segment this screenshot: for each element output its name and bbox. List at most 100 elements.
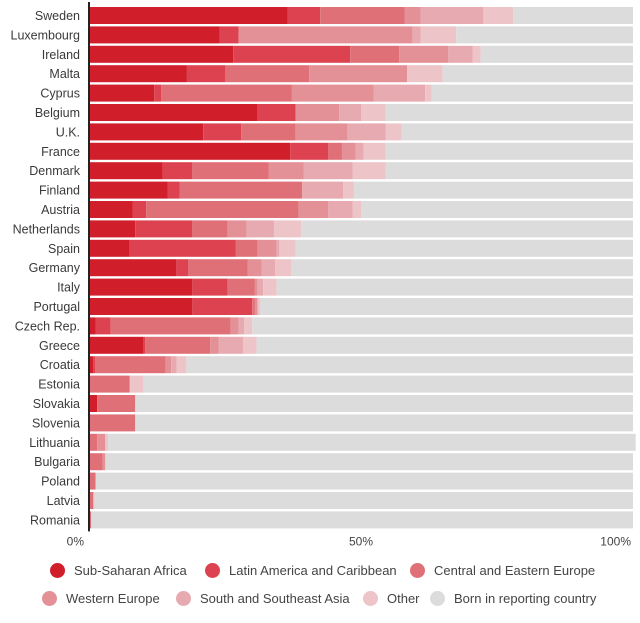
bar-segment-netherlands-south-and-southeast-asia [246,220,274,238]
bar-segment-denmark-born-in-reporting-country [385,162,633,180]
bar-segment-greece-south-and-southeast-asia [218,336,243,354]
bar-segment-austria-born-in-reporting-country [361,201,633,218]
bar-row-romania [89,511,634,529]
bar-segment-lithuania-other [105,433,109,451]
legend-label-central-and-eastern-europe: Central and Eastern Europe [434,562,596,578]
bar-row-ireland [89,45,633,63]
category-label-czech-rep: Czech Rep. [15,319,80,333]
bar-segment-spain-western-europe [257,239,277,257]
category-label-u-k: U.K. [56,125,80,139]
bar-segment-germany-other [275,259,292,277]
legend-item-central-and-eastern-europe: Central and Eastern Europe [410,559,595,581]
bar-segment-bulgaria-born-in-reporting-country [105,453,633,471]
category-label-spain: Spain [48,242,80,256]
category-label-germany: Germany [29,261,81,275]
legend-label-born-in-reporting-country: Born in reporting country [454,590,597,606]
bar-segment-austria-latin-america-and-caribbean [132,201,147,218]
bar-segment-denmark-sub-saharan-africa [89,162,163,180]
bar-segment-latvia-central-and-eastern-europe [89,492,94,509]
bar-segment-latvia-born-in-reporting-country [94,492,633,509]
legend-swatch-other [363,590,378,606]
category-label-italy: Italy [57,281,81,295]
legend-label-latin-america-and-caribbean: Latin America and Caribbean [229,562,397,578]
bar-segment-ireland-sub-saharan-africa [89,45,234,63]
bar-segment-u-k-latin-america-and-caribbean [203,123,242,141]
bar-segment-cyprus-central-and-eastern-europe [161,84,292,102]
bar-segment-netherlands-born-in-reporting-country [301,220,633,238]
bar-segment-finland-central-and-eastern-europe [179,181,303,199]
bar-row-belgium [89,104,633,121]
bar-segment-slovakia-born-in-reporting-country [135,395,634,412]
bar-row-denmark [89,162,633,180]
tick-label-50: 50% [349,534,373,548]
legend-label-sub-saharan-africa: Sub-Saharan Africa [74,562,187,578]
category-label-romania: Romania [30,513,80,527]
bars-layer [89,7,636,529]
bar-row-poland [89,472,633,490]
bar-segment-ireland-central-and-eastern-europe [350,45,400,63]
bar-segment-ireland-latin-america-and-caribbean [233,45,351,63]
bar-segment-slovenia-central-and-eastern-europe [89,414,136,432]
bar-segment-cyprus-born-in-reporting-country [431,84,633,102]
bar-segment-portugal-sub-saharan-africa [89,298,193,315]
bar-segment-finland-other [343,181,354,199]
category-label-portugal: Portugal [33,300,80,314]
bar-segment-malta-sub-saharan-africa [89,65,187,83]
bar-segment-belgium-south-and-southeast-asia [339,104,361,121]
category-label-finland: Finland [39,184,80,198]
bar-segment-croatia-sub-saharan-africa [89,356,94,374]
legend-row-2: Western Europe South and Southeast Asia Ot… [0,587,640,609]
bar-row-netherlands [89,220,633,238]
bar-segment-denmark-western-europe [268,162,304,180]
bar-row-finland [89,181,633,199]
bar-segment-ireland-south-and-southeast-asia [448,45,473,63]
bar-segment-slovakia-central-and-eastern-europe [97,395,136,412]
bar-segment-ireland-other [472,45,481,63]
category-label-belgium: Belgium [35,106,80,120]
category-label-bulgaria: Bulgaria [34,455,80,469]
bar-segment-cyprus-sub-saharan-africa [89,84,155,102]
category-label-cyprus: Cyprus [40,87,80,101]
bar-segment-croatia-western-europe [165,356,172,374]
stacked-bar-chart: Sweden Luxembourg Ireland Malta Cyprus Belgiu… [11,2,636,548]
bar-segment-portugal-western-europe [254,298,258,315]
bar-segment-luxembourg-sub-saharan-africa [89,26,220,44]
bar-segment-finland-latin-america-and-caribbean [167,181,180,199]
legend-item-latin-america-and-caribbean: Latin America and Caribbean [205,559,397,581]
bar-segment-sweden-central-and-eastern-europe [320,7,405,24]
bar-row-luxembourg [89,26,633,44]
bar-segment-u-k-born-in-reporting-country [401,123,633,141]
legend-item-south-and-southeast-asia: South and Southeast Asia [176,587,350,609]
legend-swatch-sub-saharan-africa [50,562,65,578]
legend-label-south-and-southeast-asia: South and Southeast Asia [200,590,350,606]
bar-segment-latvia-other [93,492,95,509]
bar-segment-greece-central-and-eastern-europe [145,336,211,354]
bar-segment-sweden-western-europe [404,7,421,24]
bar-segment-lithuania-western-europe [97,433,106,451]
legend: Sub-Saharan Africa Latin America and Cari… [0,556,640,623]
bar-segment-italy-born-in-reporting-country [276,278,633,296]
category-label-france: France [41,145,80,159]
bar-segment-u-k-central-and-eastern-europe [241,123,296,141]
category-label-denmark: Denmark [29,164,80,178]
bar-segment-ireland-born-in-reporting-country [480,45,633,63]
bar-segment-lithuania-central-and-eastern-europe [89,433,98,451]
bar-row-portugal [89,298,633,315]
category-label-poland: Poland [41,475,80,489]
bar-row-germany [89,259,633,277]
bar-segment-greece-born-in-reporting-country [256,336,633,354]
bar-segment-malta-central-and-eastern-europe [225,65,310,83]
bar-segment-belgium-latin-america-and-caribbean [257,104,296,121]
x-axis-ticks: 0% 50% 100% [67,534,632,548]
bar-segment-cyprus-western-europe [291,84,374,102]
bar-segment-spain-other [279,239,296,257]
bar-segment-austria-central-and-eastern-europe [146,201,299,218]
bar-row-spain [89,239,633,257]
legend-item-other: Other [363,587,420,609]
legend-label-other: Other [387,590,420,606]
category-label-ireland: Ireland [42,48,80,62]
bar-row-croatia [89,356,633,374]
legend-item-born-in-reporting-country: Born in reporting country [430,587,596,609]
bar-row-malta [89,65,633,83]
bar-segment-austria-sub-saharan-africa [89,201,133,218]
